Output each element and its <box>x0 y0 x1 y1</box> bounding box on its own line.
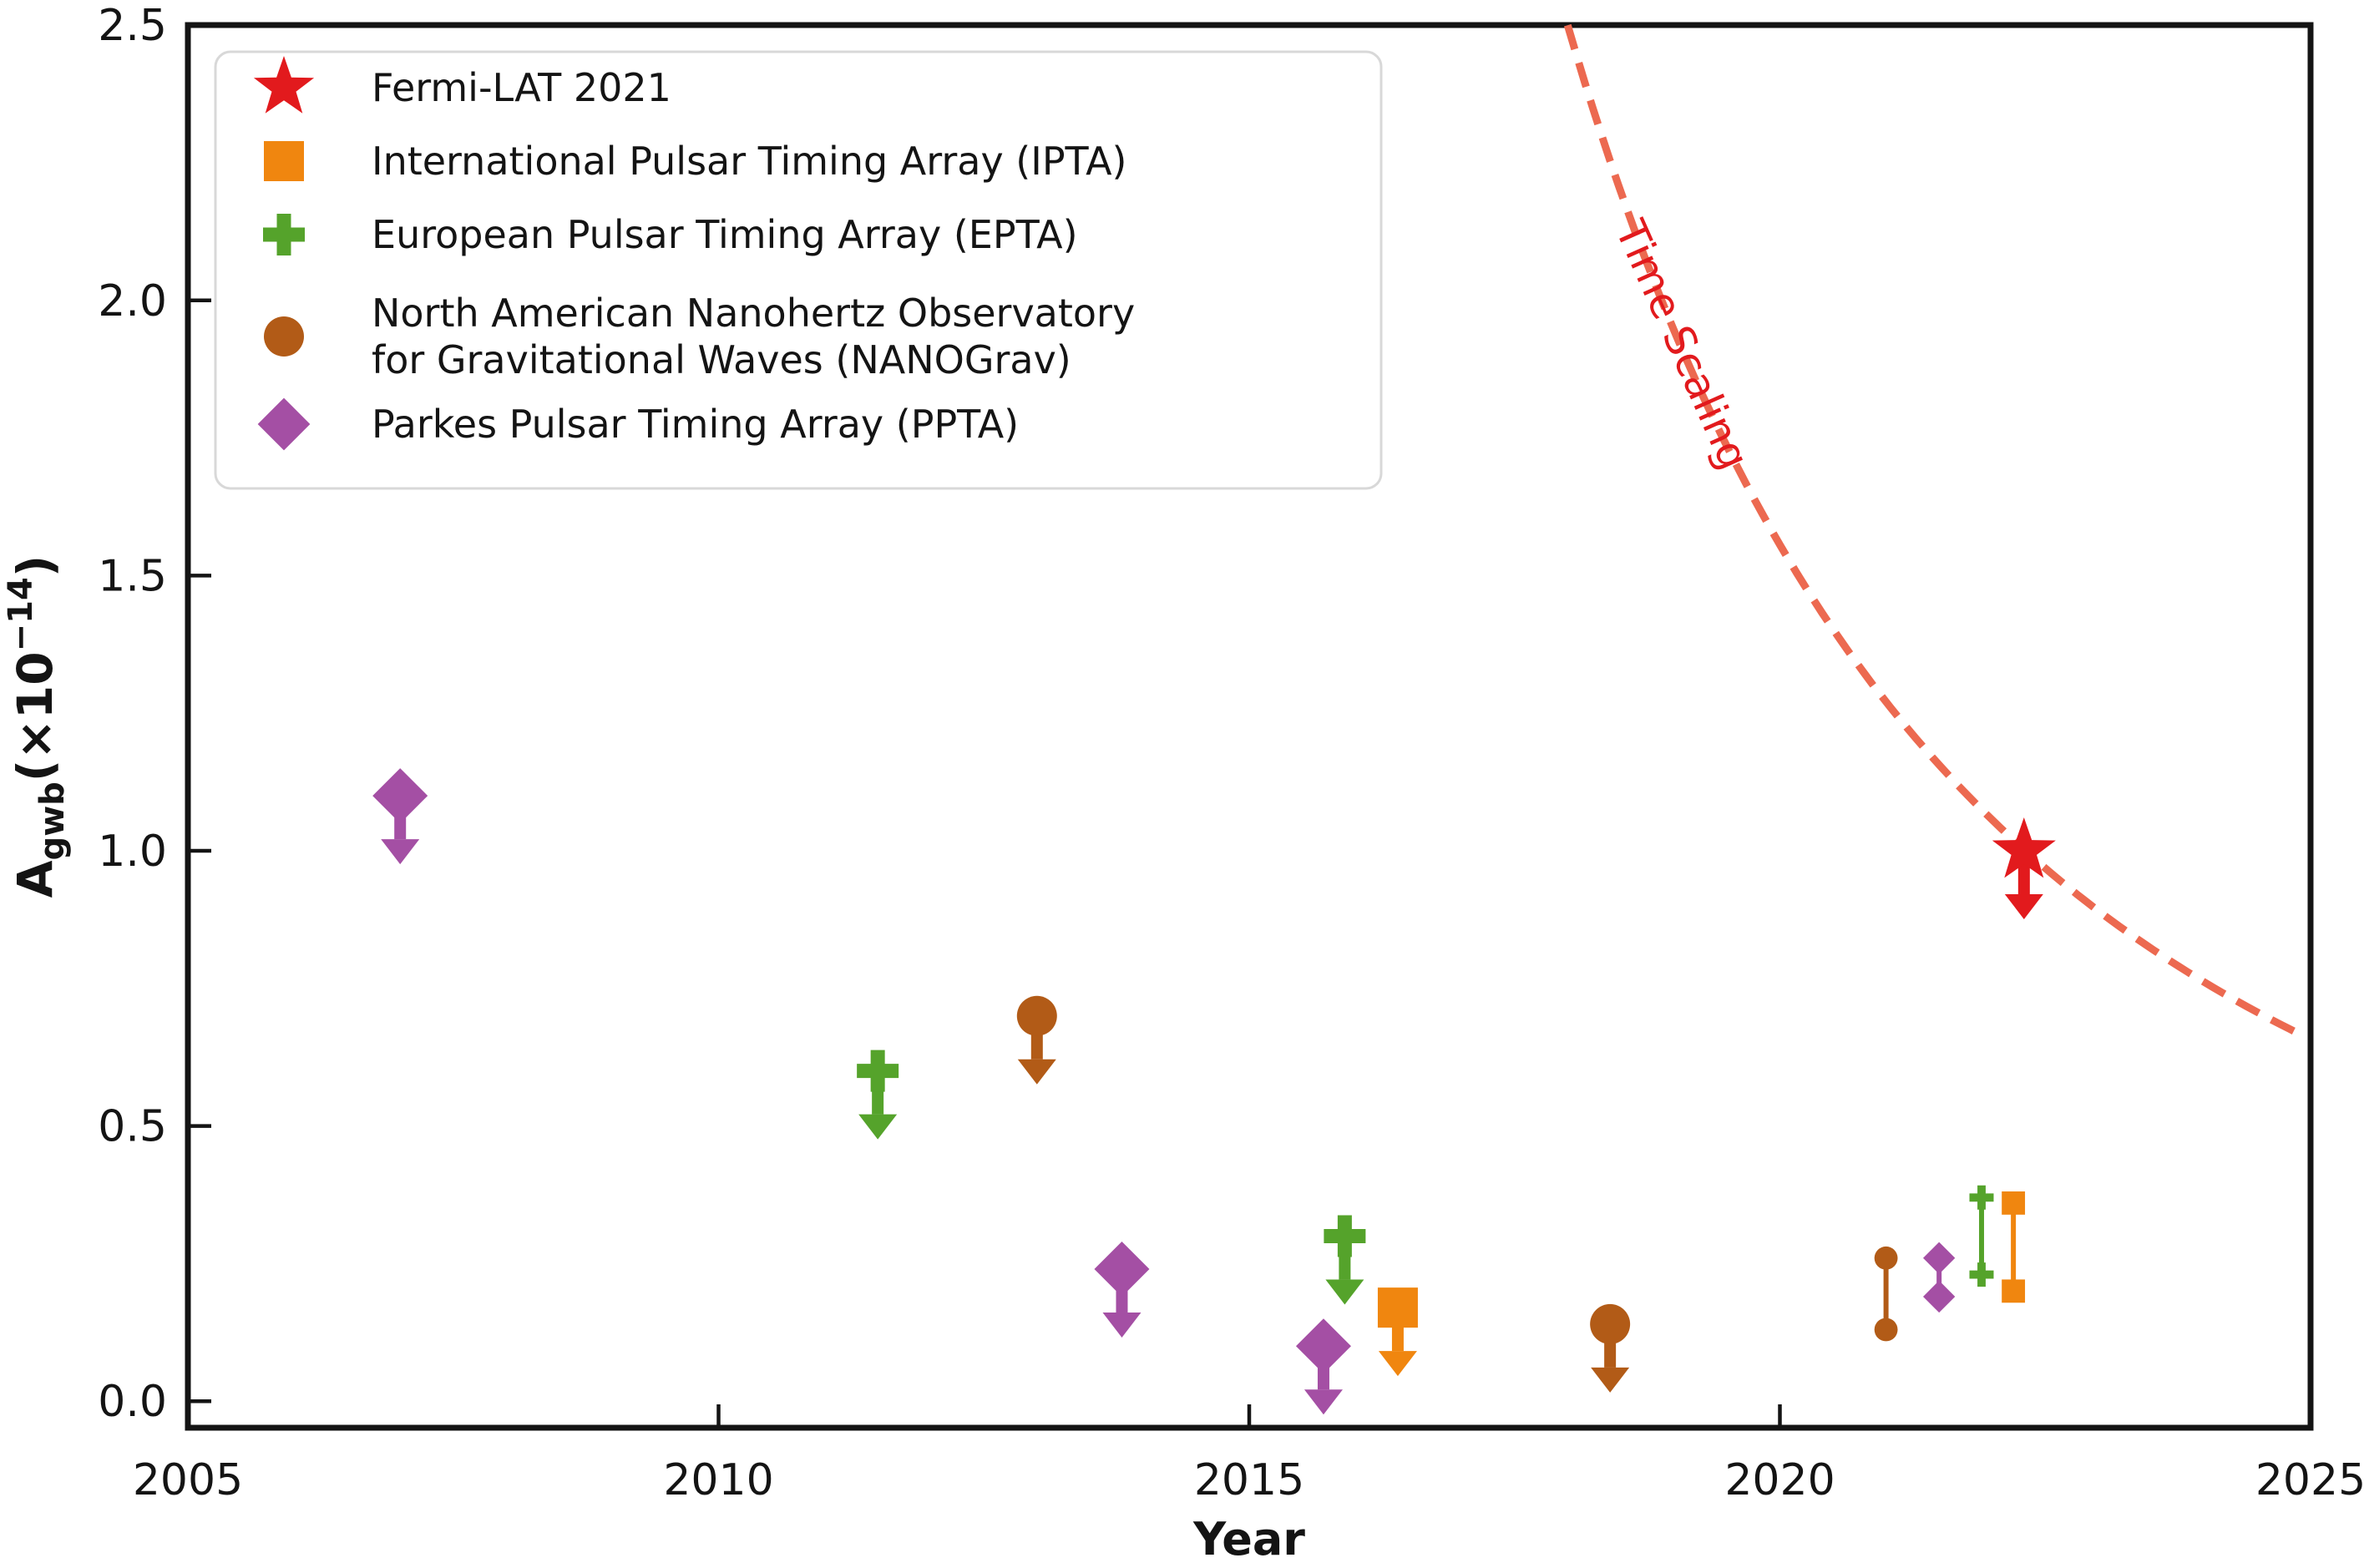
legend-plus-marker <box>263 214 305 255</box>
range-plus <box>1969 1185 1994 1287</box>
square-marker-small <box>2002 1191 2026 1215</box>
upper-limit-circle <box>1590 1303 1631 1393</box>
legend-label-fermi: Fermi-LAT 2021 <box>372 65 671 110</box>
legend-label-ppta: Parkes Pulsar Timing Array (PPTA) <box>372 402 1019 447</box>
upper-limit-plus <box>857 1050 899 1140</box>
circle-marker <box>1590 1303 1631 1344</box>
upper-limit-diamond <box>1094 1241 1150 1338</box>
data-points <box>372 768 2056 1415</box>
legend-diamond-marker <box>257 397 311 451</box>
legend-label-ipta: International Pulsar Timing Array (IPTA) <box>372 139 1127 184</box>
legend-label-epta: European Pulsar Timing Array (EPTA) <box>372 212 1078 257</box>
legend-label-nanograv-line2: for Gravitational Waves (NANOGrav) <box>372 337 1071 382</box>
time-scaling-curve <box>1563 23 2308 1041</box>
upper-limit-diamond <box>1295 1318 1351 1415</box>
range-square <box>2002 1191 2026 1303</box>
x-tick-label: 2005 <box>133 1455 243 1505</box>
upper-limit-arrow-head <box>858 1114 898 1140</box>
time-scaling-annotation: Time Scaling <box>1606 213 1759 477</box>
upper-limit-arrow-head <box>381 839 420 865</box>
plus-marker-small <box>1969 1262 1994 1287</box>
circle-marker-small <box>1874 1246 1898 1270</box>
upper-limit-star <box>1992 817 2056 919</box>
y-tick-label: 0.5 <box>98 1102 167 1152</box>
y-tick-label: 2.5 <box>98 1 167 51</box>
circle-marker <box>1016 995 1057 1036</box>
plus-marker-small <box>1969 1185 1994 1210</box>
legend-star-marker <box>253 56 315 114</box>
x-axis-label: Year <box>1192 1513 1305 1565</box>
x-tick-label: 2010 <box>663 1455 773 1505</box>
x-tick-label: 2020 <box>1724 1455 1835 1505</box>
diamond-marker <box>1094 1241 1150 1297</box>
legend-label-nanograv-line1: North American Nanohertz Observatory <box>372 291 1135 336</box>
y-tick-label: 2.0 <box>98 276 167 326</box>
upper-limit-plus <box>1324 1215 1366 1305</box>
upper-limit-arrow-head <box>1017 1059 1056 1085</box>
axis-ticks <box>190 298 1782 1425</box>
square-marker-small <box>2002 1279 2026 1303</box>
range-circle <box>1874 1246 1898 1342</box>
y-axis-label: Agwb(×10−14) <box>2 555 72 898</box>
y-tick-label: 1.0 <box>98 827 167 877</box>
diamond-marker-small <box>1923 1242 1956 1274</box>
square-marker <box>1377 1287 1418 1328</box>
upper-limit-arrow-head <box>1102 1312 1142 1338</box>
upper-limit-square <box>1377 1287 1418 1377</box>
range-diamond <box>1923 1242 1956 1313</box>
upper-limit-arrow-head <box>1303 1389 1343 1415</box>
plus-marker <box>857 1050 899 1092</box>
diamond-marker <box>372 768 428 824</box>
plus-marker <box>1324 1215 1366 1257</box>
axis-tick-labels: 2005 2010 2015 2020 2025 0.0 0.5 1.0 1.5 2.0 2.5 <box>98 1 2364 1505</box>
y-tick-label: 0.0 <box>98 1377 167 1427</box>
upper-limit-diamond <box>372 768 428 865</box>
upper-limit-arrow-head <box>1591 1367 1630 1393</box>
legend: Fermi-LAT 2021 International Pulsar Timi… <box>214 50 1383 490</box>
upper-limit-circle <box>1016 995 1057 1085</box>
upper-limit-arrow-head <box>2004 894 2043 919</box>
x-tick-label: 2025 <box>2255 1455 2364 1505</box>
legend-circle-marker <box>264 316 304 357</box>
time-scaling-dashed-line <box>1563 23 2308 1041</box>
legend-square-marker <box>264 141 304 181</box>
diamond-marker-small <box>1923 1280 1956 1313</box>
upper-limit-arrow-head <box>1325 1279 1364 1305</box>
circle-marker-small <box>1874 1318 1898 1342</box>
upper-limit-arrow-head <box>1378 1351 1417 1377</box>
legend-markers <box>253 56 315 451</box>
plot-frame <box>185 22 2314 1431</box>
y-tick-label: 1.5 <box>98 551 167 601</box>
star-marker <box>1992 817 2056 878</box>
legend-box <box>214 50 1383 490</box>
x-tick-label: 2015 <box>1194 1455 1304 1505</box>
diamond-marker <box>1295 1318 1351 1374</box>
